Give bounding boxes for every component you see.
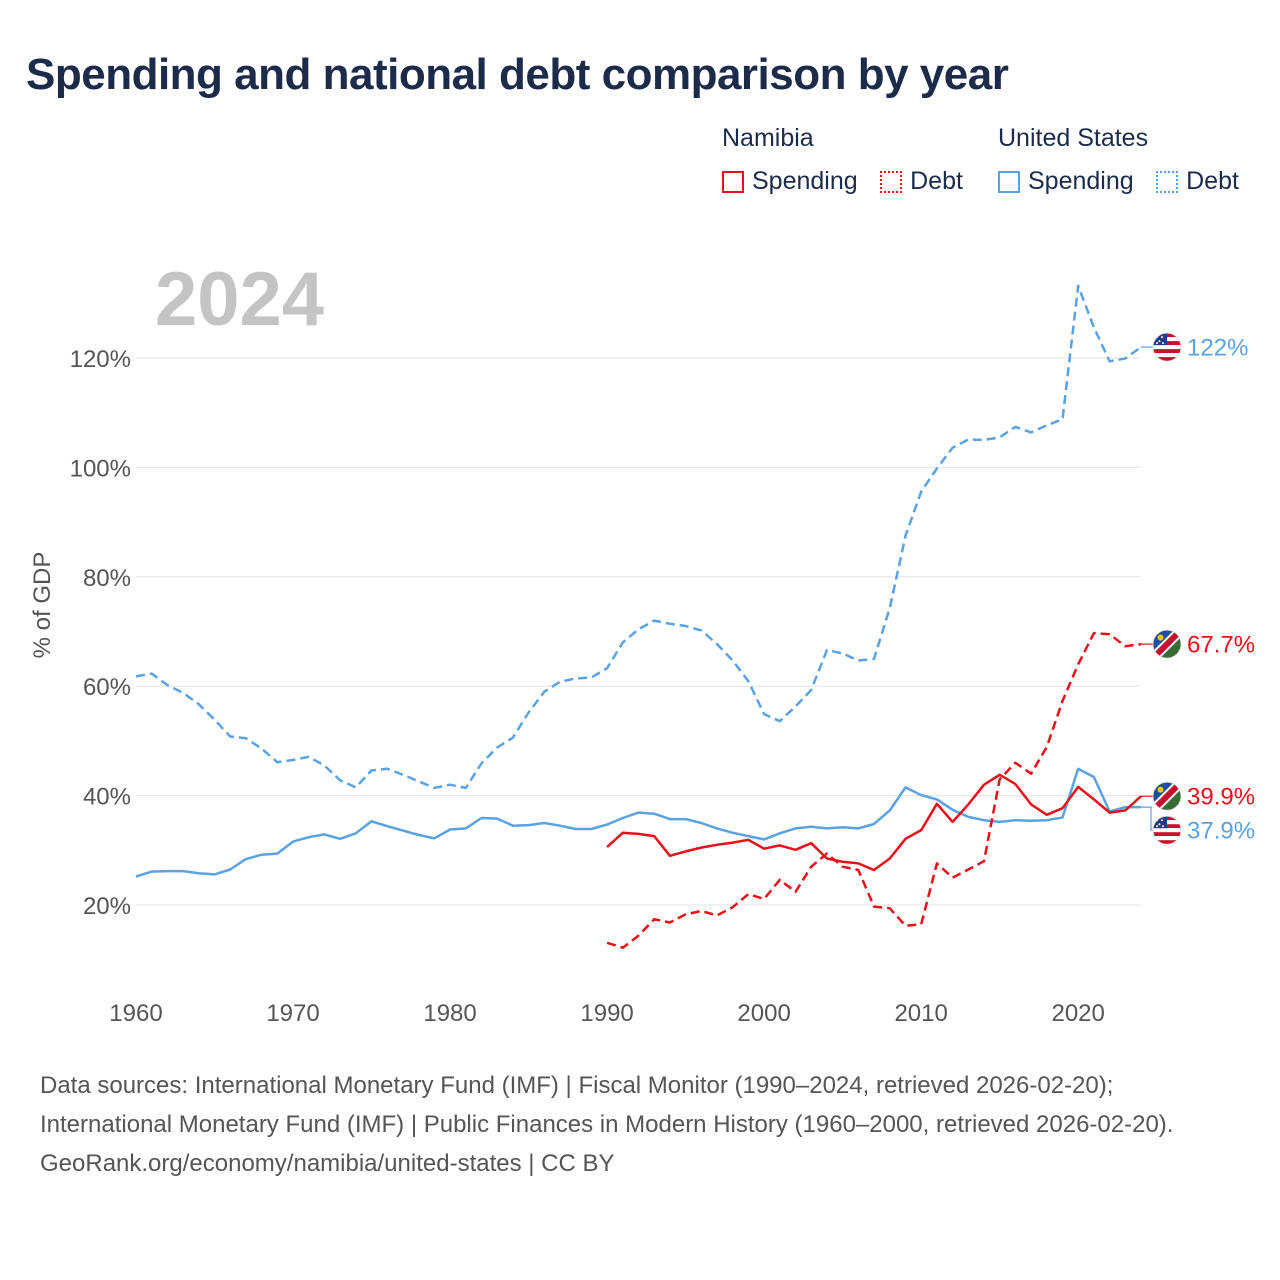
x-axis-ticks: 1960 1970 1980 1990 2000 2010 2020 xyxy=(109,1000,1105,1027)
x-tick-label: 2020 xyxy=(1051,1000,1104,1027)
credit-link[interactable]: GeoRank.org/economy/namibia/united-state… xyxy=(40,1150,615,1177)
legend-item-us-spending[interactable]: Spending xyxy=(998,167,1134,196)
legend-label: Spending xyxy=(1028,167,1134,195)
end-value-label: 37.9% xyxy=(1187,818,1255,845)
x-tick-label: 1960 xyxy=(109,1000,162,1027)
legend-swatch-dotted-icon xyxy=(880,170,903,193)
legend-group-namibia: Namibia Spending Debt xyxy=(722,124,981,198)
end-labels: 122% 67.7% 39.9% 37.9% xyxy=(1141,332,1255,845)
series-line-namibia-debt[interactable] xyxy=(606,631,1142,949)
x-tick-label: 2000 xyxy=(737,1000,790,1027)
y-tick-label: 20% xyxy=(83,893,131,920)
chart-title: Spending and national debt comparison by… xyxy=(26,50,1009,99)
series-line-united-states-debt[interactable] xyxy=(135,284,1142,790)
x-tick-label: 1980 xyxy=(423,1000,476,1027)
legend-swatch-solid-icon xyxy=(998,170,1020,193)
us-flag-icon xyxy=(1152,815,1182,845)
y-tick-label: 100% xyxy=(70,455,131,482)
series-line-united-states-spending[interactable] xyxy=(135,767,1141,878)
legend-item-us-debt[interactable]: Debt xyxy=(1156,167,1239,196)
series-line-namibia-spending[interactable] xyxy=(606,773,1142,872)
y-tick-label: 120% xyxy=(70,346,131,373)
line-chart: 2024 % of GDP 20%40%60%80%100%120% 1960 1… xyxy=(29,257,1255,1027)
legend-label: Debt xyxy=(1186,167,1239,195)
legend-label: Debt xyxy=(910,167,963,195)
us-flag-icon xyxy=(1152,332,1182,362)
legend-label: Spending xyxy=(752,167,858,195)
end-value-label: 67.7% xyxy=(1187,632,1255,659)
y-axis-ticks: 20% 40% 60% 80% 100% 120% xyxy=(70,346,131,920)
legend-country-namibia: Namibia xyxy=(722,124,814,152)
legend-swatch-solid-icon xyxy=(722,170,744,193)
x-tick-label: 1970 xyxy=(266,1000,319,1027)
legend-group-united-states: United States Spending Debt xyxy=(998,124,1257,198)
namibia-flag-icon xyxy=(1152,781,1182,811)
legend-country-united-states: United States xyxy=(998,124,1149,152)
series-lines xyxy=(135,284,1142,949)
legend-swatch-dotted-icon xyxy=(1156,170,1179,193)
namibia-flag-icon xyxy=(1152,629,1182,659)
end-value-label: 122% xyxy=(1187,335,1248,362)
y-tick-label: 60% xyxy=(83,674,131,701)
end-label-connector xyxy=(1141,806,1153,831)
y-axis-label: % of GDP xyxy=(29,552,56,659)
x-tick-label: 2010 xyxy=(894,1000,947,1027)
grid-lines xyxy=(136,357,1141,906)
y-tick-label: 80% xyxy=(83,565,131,592)
legend-item-namibia-spending[interactable]: Spending xyxy=(722,167,858,196)
legend-item-namibia-debt[interactable]: Debt xyxy=(880,167,963,196)
x-tick-label: 1990 xyxy=(580,1000,633,1027)
year-watermark: 2024 xyxy=(155,257,324,342)
y-tick-label: 40% xyxy=(83,784,131,811)
end-value-label: 39.9% xyxy=(1187,784,1255,811)
footer: Data sources: International Monetary Fun… xyxy=(40,1066,1240,1183)
data-sources: Data sources: International Monetary Fun… xyxy=(40,1072,1174,1138)
